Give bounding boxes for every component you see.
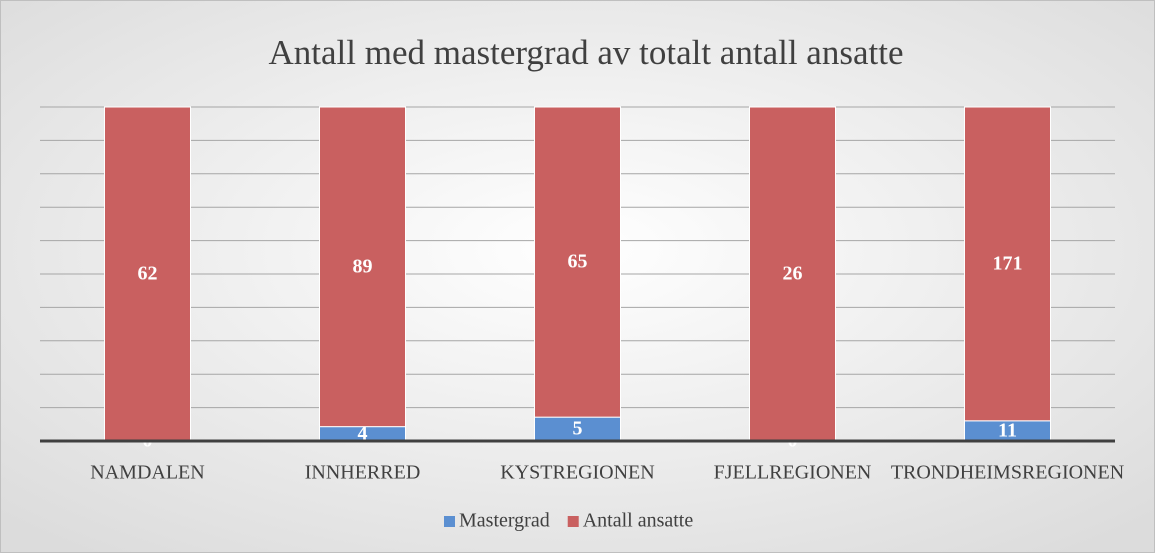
legend-swatch	[567, 516, 579, 527]
data-label: 11	[998, 420, 1017, 442]
data-label: 65	[568, 251, 588, 273]
chart-title: Antall med mastergrad av totalt antall a…	[269, 33, 904, 72]
data-label: 5	[573, 418, 583, 440]
legend-label: Antall ansatte	[583, 510, 694, 532]
data-label: 171	[993, 253, 1023, 275]
x-tick-label: TRONDHEIMSREGIONEN	[891, 462, 1124, 484]
legend-label: Mastergrad	[459, 510, 550, 532]
data-label: 89	[353, 255, 373, 277]
legend-swatch	[444, 516, 455, 527]
data-label: 26	[783, 263, 803, 285]
bar-segment	[319, 106, 406, 428]
x-tick-label: NAMDALEN	[90, 462, 204, 484]
data-label: 4	[358, 422, 368, 444]
bar-segment	[964, 106, 1051, 422]
bar-segment	[104, 106, 191, 442]
bar-segment	[749, 106, 836, 442]
x-tick-label: FJELLREGIONEN	[714, 462, 872, 484]
bar-segment	[534, 106, 621, 418]
data-label: 62	[138, 263, 158, 285]
x-tick-label: INNHERRED	[305, 462, 421, 484]
x-tick-label: KYSTREGIONEN	[500, 462, 654, 484]
